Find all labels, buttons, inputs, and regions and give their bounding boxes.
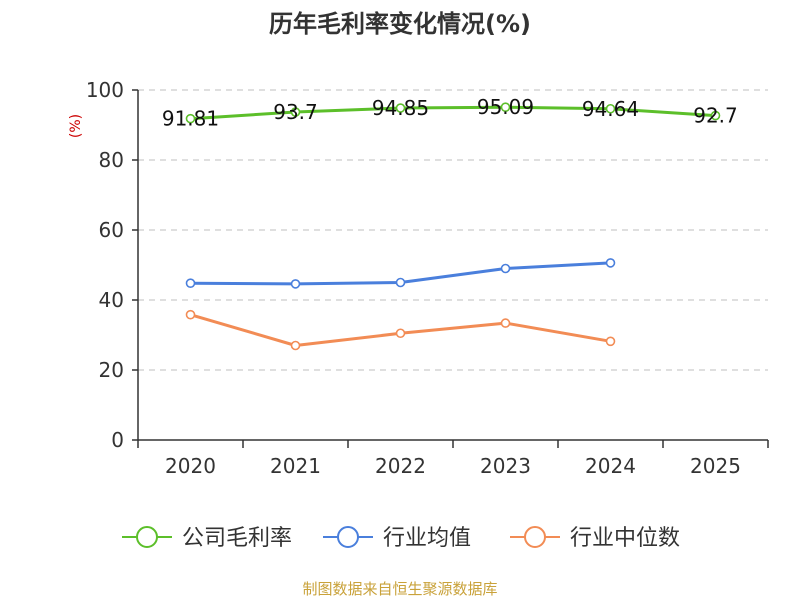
data-point[interactable] <box>185 278 196 289</box>
series-layer <box>185 102 721 351</box>
y-tick-label: 100 <box>86 78 124 102</box>
data-label: 94.64 <box>582 97 639 121</box>
y-tick-label: 40 <box>99 288 124 312</box>
x-tick-label: 2025 <box>690 454 741 478</box>
legend-item[interactable]: 公司毛利率 <box>122 526 292 551</box>
data-point[interactable] <box>395 103 406 113</box>
legend-label: 行业均值 <box>383 526 471 551</box>
data-point[interactable] <box>290 279 301 289</box>
legend-circle-icon <box>337 526 359 548</box>
data-point[interactable] <box>500 263 511 274</box>
x-tick-label: 2022 <box>375 454 426 478</box>
data-point[interactable] <box>710 110 721 121</box>
data-label: 94.85 <box>372 96 429 120</box>
data-point[interactable] <box>395 277 406 288</box>
legend-item[interactable]: 行业中位数 <box>510 526 680 551</box>
x-tick-label: 2021 <box>270 454 321 478</box>
legend-label: 公司毛利率 <box>182 526 292 551</box>
y-tick-label: 60 <box>99 218 124 242</box>
legend-circle-icon <box>136 526 158 548</box>
legend-item[interactable]: 行业均值 <box>323 526 471 551</box>
data-point[interactable] <box>500 318 511 328</box>
data-label: 91.81 <box>162 107 219 131</box>
data-point[interactable] <box>605 258 616 268</box>
data-point[interactable] <box>500 102 511 112</box>
axes: 0 20 40 60 80 100 2020 2021 2022 2023 2024 2025 <box>86 78 769 478</box>
x-tick-label: 2020 <box>165 454 216 478</box>
x-tick-label: 2024 <box>585 454 636 478</box>
chart-title: 历年毛利率变化情况(%) <box>269 10 531 38</box>
data-point[interactable] <box>605 103 616 114</box>
data-point[interactable] <box>605 336 616 347</box>
legend[interactable]: 公司毛利率 行业均值 行业中位数 <box>122 526 680 551</box>
data-point[interactable] <box>395 328 406 339</box>
y-tick-label: 20 <box>99 358 124 382</box>
grid-lines <box>138 89 768 371</box>
data-label: 95.09 <box>477 95 534 119</box>
series-line-0 <box>189 105 717 121</box>
legend-circle-icon <box>524 526 546 548</box>
y-tick-label: 0 <box>111 428 124 452</box>
y-tick-label: 80 <box>99 148 124 172</box>
data-label: 93.7 <box>273 100 318 124</box>
data-label: 92.7 <box>693 104 738 128</box>
data-point[interactable] <box>185 309 196 320</box>
data-labels: 91.81 93.7 94.85 95.09 94.64 92.7 <box>162 95 738 130</box>
y-axis-label: (%) <box>68 114 84 138</box>
data-point[interactable] <box>290 107 301 117</box>
source-note: 制图数据来自恒生聚源数据库 <box>302 580 497 598</box>
legend-label: 行业中位数 <box>570 526 680 551</box>
data-point[interactable] <box>290 340 301 351</box>
x-tick-label: 2023 <box>480 454 531 478</box>
data-point[interactable] <box>185 113 196 124</box>
